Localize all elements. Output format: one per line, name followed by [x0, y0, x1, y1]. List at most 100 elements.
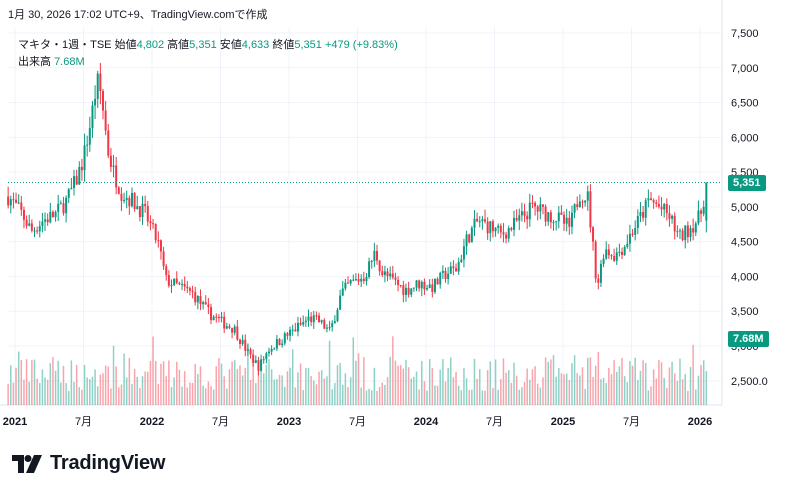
candle-body [607, 249, 610, 256]
volume-bar [631, 365, 634, 405]
candle-body [267, 351, 270, 354]
candle-body [644, 200, 647, 218]
candle-body [410, 288, 413, 295]
volume-bar [67, 390, 70, 405]
candle-body [365, 277, 368, 282]
candle-body [494, 227, 497, 232]
candle-body [210, 307, 213, 321]
candle-body [684, 225, 687, 241]
volume-bar [444, 381, 447, 405]
candle-body [357, 279, 360, 282]
candle-body [115, 165, 118, 188]
volume-bar [262, 373, 265, 405]
candle-body [700, 210, 703, 214]
volume-bar [526, 368, 528, 405]
volume-bar [365, 390, 368, 405]
candle-body [512, 217, 515, 230]
volume-bar [610, 374, 613, 405]
candle-body [312, 315, 315, 323]
candle-body [175, 278, 178, 283]
volume-bar [492, 387, 494, 405]
candle-body [236, 326, 239, 340]
tradingview-logo[interactable]: TradingView [12, 452, 165, 475]
volume-bar [118, 387, 120, 405]
candle-body [49, 211, 52, 223]
volume-bar [186, 387, 189, 405]
candle-body [225, 326, 228, 329]
volume-bar [347, 387, 349, 405]
volume-bar [392, 336, 394, 405]
candle-body [623, 246, 626, 255]
volume-bar [310, 376, 312, 405]
candle-body [547, 212, 550, 222]
candle-body [78, 166, 81, 185]
candle-body [333, 321, 336, 324]
candle-body [123, 199, 126, 201]
candle-body [510, 228, 513, 230]
volume-bar [173, 377, 175, 405]
chart-timestamp: 1月 30, 2026 17:02 UTC+9、TradingView.comで… [8, 9, 268, 21]
volume-bar [558, 368, 560, 405]
y-tick-label: 6,500 [731, 98, 759, 110]
open-value: 4,802 [136, 39, 165, 51]
volume-bar [197, 373, 199, 405]
volume-bar [615, 371, 618, 405]
volume-bar [23, 379, 25, 405]
candle-body [447, 273, 450, 279]
volume-bar [28, 381, 30, 405]
candle-body [51, 211, 54, 218]
volume-bar [552, 355, 555, 405]
last-volume-badge: 7.68M [728, 331, 769, 347]
candle-body [67, 189, 70, 198]
volume-bar [460, 390, 463, 405]
candle-body [20, 202, 23, 210]
candle-body [228, 326, 231, 328]
volume-bar [584, 388, 586, 405]
candle-body [531, 202, 534, 204]
volume-bar [692, 344, 694, 405]
volume-bar [86, 377, 88, 405]
candle-body [286, 333, 289, 336]
volume-bar [413, 376, 415, 405]
candle-body [518, 215, 521, 221]
volume-bar [102, 373, 104, 405]
candle-body [491, 221, 494, 232]
candle-body [83, 145, 86, 171]
volume-bar [384, 384, 386, 405]
candle-body [478, 221, 481, 223]
volume-bar [695, 389, 697, 405]
candle-body [584, 200, 587, 203]
candle-body [22, 209, 25, 220]
volume-bar [357, 353, 360, 405]
candle-body [325, 327, 328, 329]
candle-body [310, 316, 313, 323]
x-tick-label: 7月 [212, 416, 229, 428]
candle-body [260, 359, 263, 371]
x-tick-label: 7月 [75, 416, 92, 428]
candle-body [476, 218, 479, 222]
volume-bar [576, 373, 578, 405]
volume-bar [302, 390, 304, 405]
candle-body [320, 320, 323, 323]
volume-bar [618, 366, 621, 405]
volume-bar [568, 380, 571, 405]
volume-bar [650, 386, 652, 405]
candle-body [375, 250, 378, 261]
candle-body [302, 322, 305, 325]
candle-body [104, 110, 107, 131]
volume-bar [139, 387, 141, 405]
candle-body [101, 91, 104, 111]
candle-body [270, 348, 273, 352]
candle-body [618, 251, 621, 253]
x-tick-label: 2026 [688, 416, 712, 428]
volume-bar [405, 359, 407, 405]
candle-body [41, 221, 44, 227]
volume-bar [494, 359, 497, 405]
candle-body [368, 261, 371, 278]
volume-bar [320, 370, 323, 405]
candle-body [138, 206, 141, 218]
candle-body [610, 255, 613, 257]
candle-body [204, 302, 207, 305]
candle-body [484, 219, 487, 222]
